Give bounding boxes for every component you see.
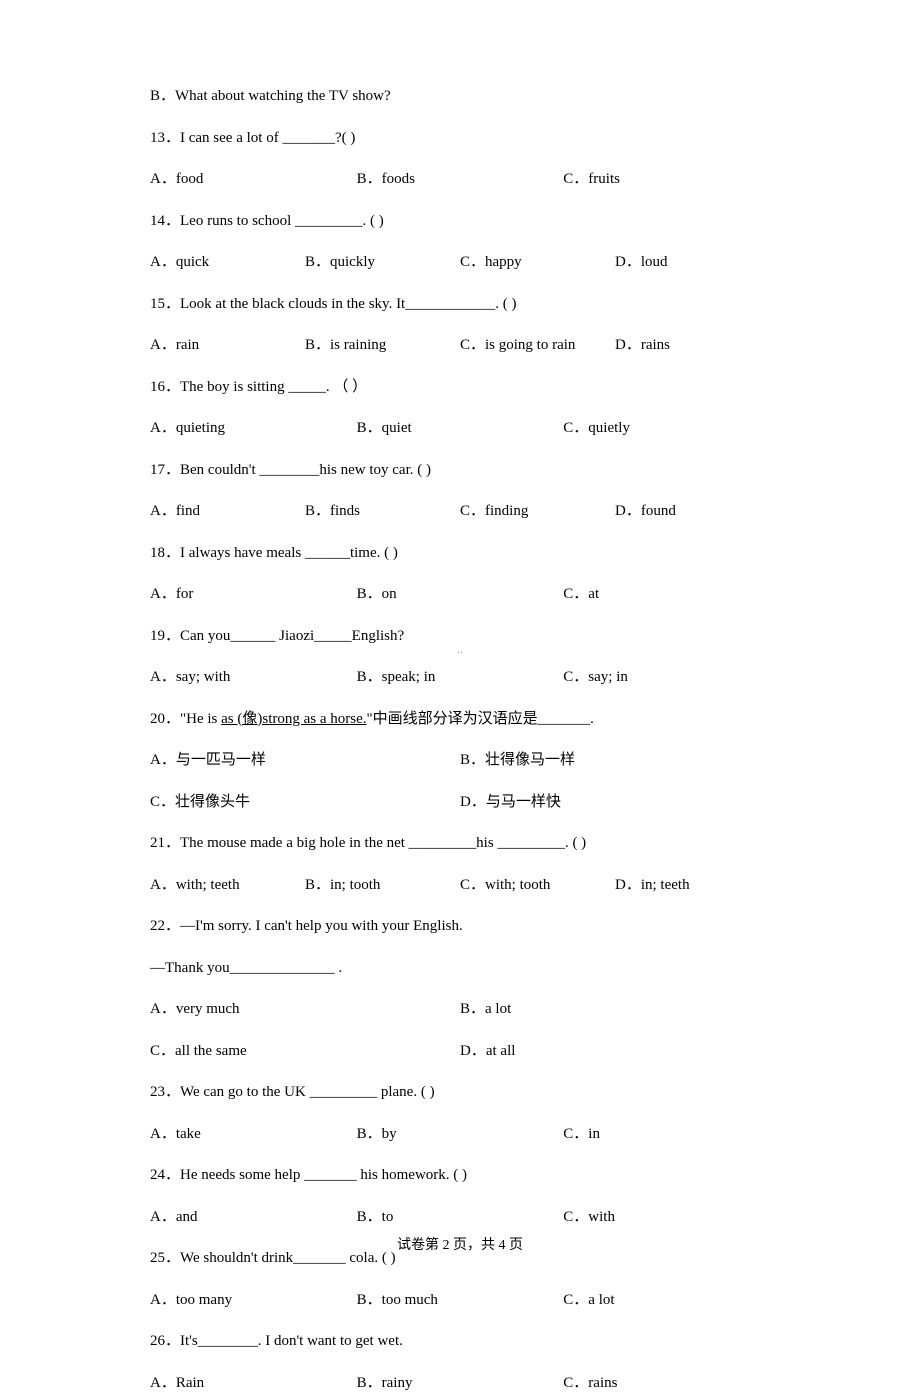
q17-opt-c: C．finding <box>460 500 615 523</box>
q18-opt-a: A．for <box>150 583 357 606</box>
q14-opt-c: C．happy <box>460 251 615 274</box>
q18-stem: 18．I always have meals ______time. ( ) <box>150 542 770 565</box>
q16-stem: 16．The boy is sitting _____. （ ） <box>150 376 770 399</box>
q23-opt-b: B．by <box>357 1123 564 1146</box>
q13-options: A．food B．foods C．fruits <box>150 168 770 191</box>
q21-opt-d: D．in; teeth <box>615 874 770 897</box>
q20-options-row2: C．壮得像头牛 D．与马一样快 <box>150 791 770 814</box>
q19-opt-b: B．speak; in <box>357 666 564 689</box>
q13-opt-b: B．foods <box>357 168 564 191</box>
q17-stem: 17．Ben couldn't ________his new toy car.… <box>150 459 770 482</box>
q18-options: A．for B．on C．at <box>150 583 770 606</box>
q20-opt-d: D．与马一样快 <box>460 791 770 814</box>
q21-opt-a: A．with; teeth <box>150 874 305 897</box>
q18-opt-c: C．at <box>563 583 770 606</box>
q25-opt-c: C．a lot <box>563 1289 770 1312</box>
q25-opt-b: B．too much <box>357 1289 564 1312</box>
q21-options: A．with; teeth B．in; tooth C．with; tooth … <box>150 874 770 897</box>
q23-options: A．take B．by C．in <box>150 1123 770 1146</box>
q22-options-row2: C．all the same D．at all <box>150 1040 770 1063</box>
q16-options: A．quieting B．quiet C．quietly <box>150 417 770 440</box>
q26-stem: 26．It's________. I don't want to get wet… <box>150 1330 770 1353</box>
q12-option-b: B．What about watching the TV show? <box>150 85 770 108</box>
q17-opt-b: B．finds <box>305 500 460 523</box>
q25-options: A．too many B．too much C．a lot <box>150 1289 770 1312</box>
q16-opt-c: C．quietly <box>563 417 770 440</box>
q24-opt-c: C．with <box>563 1206 770 1229</box>
q24-options: A．and B．to C．with <box>150 1206 770 1229</box>
q23-opt-c: C．in <box>563 1123 770 1146</box>
q20-opt-b: B．壮得像马一样 <box>460 749 770 772</box>
q20-options-row1: A．与一匹马一样 B．壮得像马一样 <box>150 749 770 772</box>
page-center-mark: ·· <box>457 648 464 659</box>
q17-opt-a: A．find <box>150 500 305 523</box>
q13-opt-a: A．food <box>150 168 357 191</box>
q24-stem: 24．He needs some help _______ his homewo… <box>150 1164 770 1187</box>
q22-opt-a: A．very much <box>150 998 460 1021</box>
q23-stem: 23．We can go to the UK _________ plane. … <box>150 1081 770 1104</box>
q17-options: A．find B．finds C．finding D．found <box>150 500 770 523</box>
q14-opt-d: D．loud <box>615 251 770 274</box>
q19-opt-c: C．say; in <box>563 666 770 689</box>
q14-opt-b: B．quickly <box>305 251 460 274</box>
q20-stem: 20．"He is as (像)strong as a horse."中画线部分… <box>150 708 770 731</box>
q20-stem-post: "中画线部分译为汉语应是_______. <box>367 711 594 727</box>
q22-stem1: 22．—I'm sorry. I can't help you with you… <box>150 915 770 938</box>
q26-opt-a: A．Rain <box>150 1372 357 1394</box>
q21-opt-b: B．in; tooth <box>305 874 460 897</box>
q15-opt-d: D．rains <box>615 334 770 357</box>
q22-opt-c: C．all the same <box>150 1040 460 1063</box>
q24-opt-b: B．to <box>357 1206 564 1229</box>
q16-opt-b: B．quiet <box>357 417 564 440</box>
q14-opt-a: A．quick <box>150 251 305 274</box>
q13-opt-c: C．fruits <box>563 168 770 191</box>
q22-opt-b: B．a lot <box>460 998 770 1021</box>
q13-stem: 13．I can see a lot of _______?( ) <box>150 127 770 150</box>
q14-stem: 14．Leo runs to school _________. ( ) <box>150 210 770 233</box>
q22-opt-d: D．at all <box>460 1040 770 1063</box>
q19-opt-a: A．say; with <box>150 666 357 689</box>
q14-options: A．quick B．quickly C．happy D．loud <box>150 251 770 274</box>
q19-options: A．say; with B．speak; in C．say; in <box>150 666 770 689</box>
q15-opt-b: B．is raining <box>305 334 460 357</box>
q23-opt-a: A．take <box>150 1123 357 1146</box>
q15-options: A．rain B．is raining C．is going to rain D… <box>150 334 770 357</box>
q20-stem-pre: 20．"He is <box>150 711 221 727</box>
q20-opt-a: A．与一匹马一样 <box>150 749 460 772</box>
q15-opt-c: C．is going to rain <box>460 334 615 357</box>
q20-opt-c: C．壮得像头牛 <box>150 791 460 814</box>
q17-opt-d: D．found <box>615 500 770 523</box>
q15-stem: 15．Look at the black clouds in the sky. … <box>150 293 770 316</box>
q25-opt-a: A．too many <box>150 1289 357 1312</box>
q26-opt-c: C．rains <box>563 1372 770 1394</box>
q21-opt-c: C．with; tooth <box>460 874 615 897</box>
q18-opt-b: B．on <box>357 583 564 606</box>
page-footer: 试卷第 2 页，共 4 页 <box>0 1234 920 1254</box>
q20-stem-underline: as (像)strong as a horse. <box>221 711 366 727</box>
q16-opt-a: A．quieting <box>150 417 357 440</box>
q22-stem2: —Thank you______________ . <box>150 957 770 980</box>
q26-opt-b: B．rainy <box>357 1372 564 1394</box>
q24-opt-a: A．and <box>150 1206 357 1229</box>
q21-stem: 21．The mouse made a big hole in the net … <box>150 832 770 855</box>
q26-options: A．Rain B．rainy C．rains <box>150 1372 770 1394</box>
q22-options-row1: A．very much B．a lot <box>150 998 770 1021</box>
q19-stem: 19．Can you______ Jiaozi_____English? <box>150 625 770 648</box>
q15-opt-a: A．rain <box>150 334 305 357</box>
